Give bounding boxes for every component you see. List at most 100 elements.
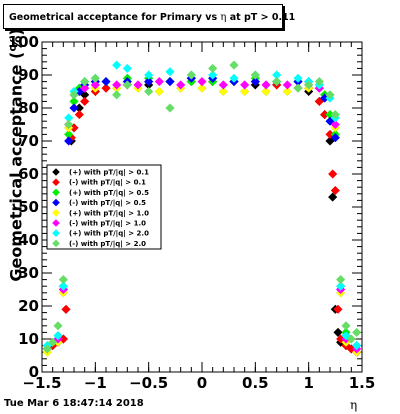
data-point	[328, 169, 338, 179]
data-point	[69, 103, 79, 113]
y-tick-label: 70	[18, 132, 39, 150]
legend-marker	[52, 188, 60, 197]
data-point	[293, 83, 303, 93]
legend-marker	[52, 178, 60, 186]
data-point	[144, 70, 154, 80]
data-point	[328, 192, 338, 202]
data-point	[112, 80, 122, 90]
data-point	[144, 76, 154, 87]
data-point	[197, 83, 207, 93]
legend-marker	[52, 209, 60, 217]
legend-entry: (+) with pT/|q| > 0.5	[69, 189, 149, 198]
legend-entry: (-) with pT/|q| > 0.5	[69, 199, 146, 208]
chart-title: Geometrical acceptance for Primary vs η …	[3, 4, 295, 29]
legend-entry: (+) with pT/|q| > 2.0	[69, 230, 149, 239]
legend-box	[46, 164, 162, 250]
data-point	[250, 76, 260, 87]
y-tick-label: 0	[29, 363, 39, 381]
data-point	[64, 136, 74, 146]
series-7	[42, 60, 362, 354]
data-point	[165, 103, 175, 113]
x-axis-label: η	[350, 398, 358, 412]
data-point	[80, 96, 90, 107]
data-point	[333, 304, 343, 314]
legend-marker	[52, 239, 60, 248]
data-point	[218, 80, 228, 90]
x-tick-label: 1.5	[349, 374, 376, 392]
data-point	[165, 76, 175, 87]
data-point	[330, 119, 340, 130]
data-point	[336, 281, 346, 291]
data-point	[154, 76, 164, 87]
data-point	[336, 274, 346, 285]
data-point	[240, 80, 250, 90]
y-tick-label: 20	[18, 297, 39, 315]
data-point	[330, 185, 340, 196]
data-point	[122, 80, 132, 90]
data-point	[250, 70, 260, 80]
legend-entry: (+) with pT/|q| > 1.0	[69, 209, 149, 218]
chart-title-eta: η	[220, 12, 227, 23]
y-tick-label: 40	[18, 231, 39, 249]
data-point	[272, 76, 282, 87]
data-point	[314, 76, 324, 87]
data-point	[101, 83, 111, 93]
data-point	[229, 73, 239, 83]
data-point	[74, 109, 84, 120]
data-point	[186, 70, 196, 80]
data-point	[261, 86, 271, 97]
x-tick-label: −1	[84, 374, 107, 392]
data-point	[112, 60, 122, 70]
data-point	[58, 274, 68, 285]
y-tick-label: 60	[18, 165, 39, 183]
data-point	[165, 67, 175, 77]
x-tick-label: −0.5	[129, 374, 168, 392]
data-point	[122, 63, 132, 74]
data-point	[90, 80, 100, 90]
legend-marker	[52, 198, 60, 207]
y-tick-label: 90	[18, 66, 39, 84]
data-point	[176, 80, 186, 90]
data-point	[53, 321, 63, 331]
data-point	[282, 80, 292, 90]
x-tick-label: −1.5	[22, 374, 61, 392]
legend-marker	[52, 168, 60, 176]
data-point	[325, 90, 335, 100]
chart-title-suffix: at pT > 0.11	[229, 12, 296, 23]
data-point	[64, 119, 74, 130]
data-point	[48, 337, 58, 347]
data-point	[208, 70, 218, 80]
y-tick-label: 50	[18, 198, 39, 216]
y-tick-label: 30	[18, 264, 39, 282]
legend-marker	[52, 229, 60, 237]
y-tick-label: 10	[18, 330, 39, 348]
data-point	[218, 86, 228, 97]
data-point	[330, 109, 340, 120]
data-point	[112, 90, 122, 100]
legend-entry: (-) with pT/|q| > 0.1	[69, 179, 146, 188]
legend-entry: (+) with pT/|q| > 0.1	[69, 169, 149, 178]
data-point	[293, 73, 303, 83]
legend-marker	[52, 219, 60, 227]
data-point	[69, 90, 79, 100]
data-point	[101, 76, 111, 87]
data-point	[53, 331, 63, 341]
data-point	[341, 321, 351, 331]
data-point	[229, 60, 239, 70]
y-tick-label: 100	[8, 33, 39, 51]
x-tick-label: 0.5	[242, 374, 269, 392]
legend-entry: (-) with pT/|q| > 2.0	[69, 240, 146, 249]
data-point	[197, 76, 207, 87]
data-point	[282, 86, 292, 97]
x-tick-label: 1	[303, 374, 313, 392]
data-point	[42, 344, 52, 354]
data-point	[208, 63, 218, 74]
data-point	[304, 80, 314, 90]
data-point	[240, 86, 250, 97]
data-point	[90, 73, 100, 83]
data-point	[154, 86, 164, 97]
chart-title-prefix: Geometrical acceptance for Primary vs	[9, 12, 218, 23]
data-point	[352, 340, 362, 351]
data-point	[80, 76, 90, 87]
data-point	[61, 304, 71, 314]
